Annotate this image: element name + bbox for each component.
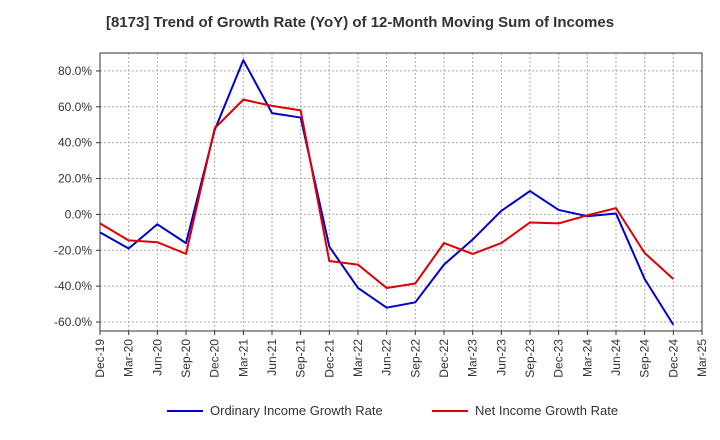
x-tick-label: Sep-22 bbox=[408, 339, 422, 378]
series-line-1 bbox=[99, 59, 675, 326]
y-tick-label: 40.0% bbox=[58, 136, 92, 150]
x-tick-label: Mar-24 bbox=[580, 339, 594, 377]
x-tick-label: Jun-24 bbox=[609, 339, 623, 376]
x-tick-label: Mar-21 bbox=[236, 339, 250, 377]
legend-label-1: Ordinary Income Growth Rate bbox=[210, 403, 383, 418]
series-line-2 bbox=[99, 98, 675, 289]
chart-title: [8173] Trend of Growth Rate (YoY) of 12-… bbox=[105, 14, 615, 31]
x-tick-label: Mar-22 bbox=[351, 339, 365, 377]
x-tick-label: Sep-24 bbox=[638, 339, 652, 378]
y-tick-label: 0.0% bbox=[65, 207, 93, 221]
x-tick-label: Mar-20 bbox=[122, 339, 136, 377]
x-tick-label: Jun-23 bbox=[494, 339, 508, 376]
x-tick-label: Sep-23 bbox=[523, 339, 537, 378]
y-tick-label: 20.0% bbox=[58, 172, 92, 186]
x-tick-label: Dec-24 bbox=[666, 339, 680, 378]
x-tick-label: Dec-22 bbox=[437, 339, 451, 378]
x-tick-label: Sep-21 bbox=[294, 339, 308, 378]
y-tick-label: -60.0% bbox=[54, 315, 92, 329]
plot-frame bbox=[99, 52, 703, 332]
x-tick-label: Jun-21 bbox=[265, 339, 279, 376]
y-tick-label: -20.0% bbox=[54, 243, 92, 257]
legend-label-2: Net Income Growth Rate bbox=[475, 403, 618, 418]
x-tick-label: Jun-20 bbox=[150, 339, 164, 376]
x-tick-label: Dec-23 bbox=[552, 339, 566, 378]
y-tick-label: 80.0% bbox=[58, 64, 92, 78]
x-tick-label: Dec-21 bbox=[322, 339, 336, 378]
y-tick-label: 60.0% bbox=[58, 100, 92, 114]
x-tick-label: Dec-19 bbox=[93, 339, 107, 378]
x-tick-label: Dec-20 bbox=[208, 339, 222, 378]
y-tick-label: -40.0% bbox=[54, 279, 92, 293]
x-tick-label: Mar-23 bbox=[466, 339, 480, 377]
x-tick-label: Mar-25 bbox=[695, 339, 709, 377]
x-tick-label: Jun-22 bbox=[380, 339, 394, 376]
x-tick-label: Sep-20 bbox=[179, 339, 193, 378]
